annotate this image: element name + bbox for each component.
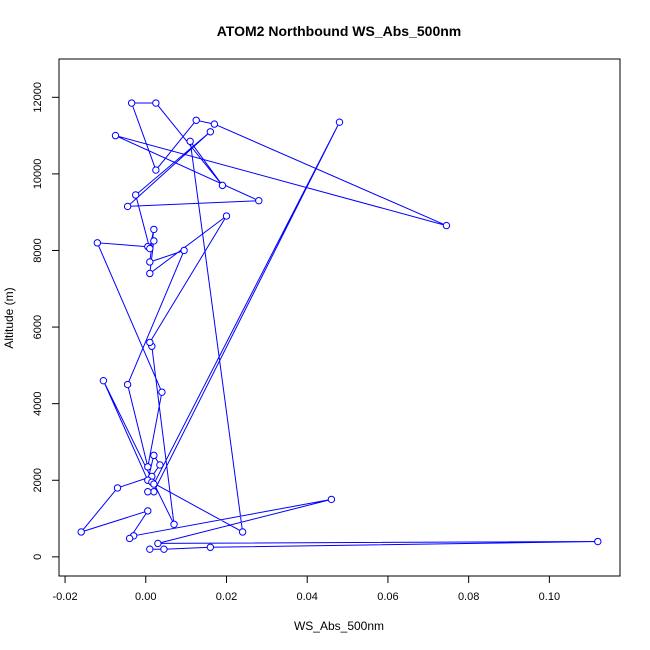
data-point bbox=[146, 244, 154, 253]
x-tick-label: 0.02 bbox=[216, 591, 237, 603]
data-point bbox=[125, 534, 134, 543]
data-point bbox=[152, 99, 160, 107]
data-point bbox=[180, 246, 188, 255]
data-point bbox=[158, 388, 166, 396]
x-tick-label: 0.04 bbox=[297, 591, 318, 603]
x-axis-label: WS_Abs_500nm bbox=[294, 619, 384, 633]
data-point bbox=[160, 545, 168, 553]
x-tick-label: 0.08 bbox=[458, 591, 479, 603]
y-axis: 0 2000 4000 6000 8000 10000 12000 bbox=[32, 82, 60, 560]
data-point bbox=[218, 181, 227, 190]
data-point bbox=[146, 545, 154, 553]
chart-title: ATOM2 Northbound WS_Abs_500nm bbox=[217, 23, 462, 39]
data-point bbox=[442, 221, 451, 230]
data-point bbox=[210, 120, 219, 128]
data-point bbox=[123, 202, 132, 211]
x-axis: -0.02 0.00 0.02 0.04 0.06 0.08 0.10 bbox=[53, 575, 560, 603]
series-layer bbox=[77, 99, 602, 553]
data-point bbox=[99, 376, 108, 385]
data-point bbox=[327, 495, 336, 504]
y-tick-label: 6000 bbox=[32, 315, 44, 339]
x-tick-label: 0.10 bbox=[539, 591, 560, 603]
data-point bbox=[127, 99, 136, 107]
data-point bbox=[150, 225, 158, 234]
y-tick-label: 0 bbox=[32, 554, 44, 560]
data-point bbox=[238, 528, 247, 536]
data-point bbox=[594, 537, 602, 546]
x-tick-label: -0.02 bbox=[53, 591, 78, 603]
data-point bbox=[335, 118, 344, 126]
data-point bbox=[123, 380, 132, 389]
data-point bbox=[186, 137, 194, 146]
data-point bbox=[206, 128, 215, 136]
data-point bbox=[170, 520, 178, 528]
data-point bbox=[150, 480, 158, 488]
y-axis-label: Altitude (m) bbox=[2, 287, 16, 348]
data-point bbox=[154, 539, 162, 548]
data-point bbox=[144, 463, 152, 471]
data-point bbox=[150, 237, 158, 245]
data-point bbox=[77, 528, 85, 536]
data-point bbox=[131, 191, 140, 199]
data-point bbox=[255, 196, 263, 205]
data-point bbox=[150, 451, 158, 460]
data-point bbox=[146, 258, 154, 266]
data-point bbox=[144, 507, 152, 515]
data-point bbox=[206, 543, 215, 551]
data-point bbox=[146, 338, 154, 347]
data-point bbox=[192, 116, 200, 124]
data-point bbox=[146, 269, 154, 278]
data-point bbox=[93, 239, 102, 247]
data-point bbox=[144, 488, 152, 496]
x-tick-label: 0.00 bbox=[135, 591, 156, 603]
y-tick-label: 4000 bbox=[32, 391, 44, 415]
x-tick-label: 0.06 bbox=[377, 591, 398, 603]
y-tick-label: 12000 bbox=[32, 82, 44, 113]
data-point bbox=[156, 461, 164, 469]
data-point bbox=[113, 484, 122, 492]
series-line bbox=[79, 102, 598, 550]
y-tick-label: 8000 bbox=[32, 238, 44, 262]
y-tick-label: 10000 bbox=[32, 159, 44, 190]
y-tick-label: 2000 bbox=[32, 468, 44, 492]
data-point bbox=[150, 488, 158, 496]
data-point bbox=[152, 166, 160, 174]
data-point bbox=[222, 212, 231, 220]
data-point bbox=[111, 131, 120, 140]
